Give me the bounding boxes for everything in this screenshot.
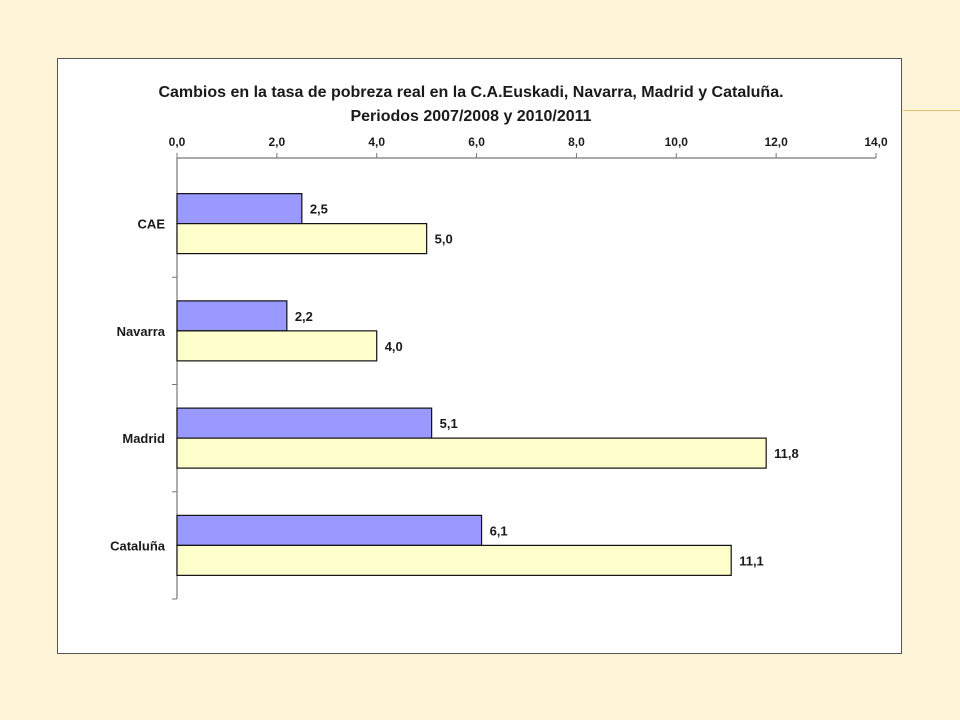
bar-period-2 — [176, 437, 767, 469]
bar-period-1 — [176, 300, 288, 332]
data-label: 5,1 — [440, 416, 458, 431]
x-tick-label: 14,0 — [864, 135, 888, 149]
x-tick-label: 12,0 — [764, 135, 788, 149]
data-label: 6,1 — [490, 523, 508, 538]
decorative-line — [903, 110, 960, 111]
chart-title-line-1: Cambios en la tasa de pobreza real en la… — [158, 84, 783, 101]
category-label: Navarra — [117, 324, 166, 339]
x-tick-label: 2,0 — [269, 135, 286, 149]
x-tick-label: 0,0 — [169, 135, 186, 149]
bar-period-1 — [176, 193, 303, 225]
category-label: Madrid — [122, 431, 165, 446]
x-tick-label: 8,0 — [568, 135, 585, 149]
chart-title-line-2: Periodos 2007/2008 y 2010/2011 — [350, 108, 591, 125]
x-tick-label: 6,0 — [468, 135, 485, 149]
category-label: CAE — [138, 217, 166, 232]
chart-frame: Cambios en la tasa de pobreza real en la… — [57, 58, 902, 654]
bar-chart: Cambios en la tasa de pobreza real en la… — [110, 84, 888, 600]
bar-period-1 — [176, 514, 483, 546]
category-label: Cataluña — [110, 538, 166, 553]
x-tick-label: 4,0 — [368, 135, 385, 149]
data-label: 5,0 — [435, 232, 453, 247]
data-label: 2,5 — [310, 202, 328, 217]
data-label: 2,2 — [295, 309, 313, 324]
data-label: 11,8 — [774, 446, 799, 461]
data-label: 4,0 — [385, 339, 403, 354]
bar-period-2 — [176, 544, 732, 576]
bar-period-1 — [176, 407, 433, 439]
x-tick-label: 10,0 — [665, 135, 689, 149]
data-label: 11,1 — [739, 553, 764, 568]
bar-period-2 — [176, 223, 428, 255]
bar-period-2 — [176, 330, 378, 362]
